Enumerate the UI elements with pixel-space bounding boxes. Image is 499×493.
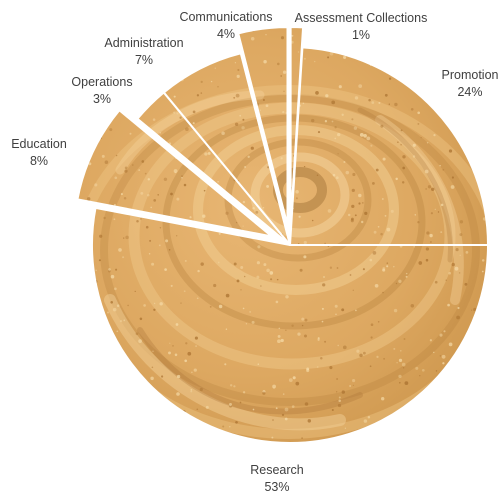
slice-category-label: Administration: [104, 36, 183, 50]
pie-slice-research: [91, 206, 489, 445]
slice-category-label: Education: [11, 137, 67, 151]
pie-slice-administration: [162, 52, 291, 246]
slice-category-label: Communications: [179, 10, 272, 24]
data-label-promotion: Promotion 24%: [442, 68, 499, 99]
slice-percent-label: 3%: [93, 92, 111, 106]
slice-percent-label: 53%: [264, 480, 289, 493]
pie-slice-education: [76, 109, 273, 238]
slice-percent-label: 1%: [352, 28, 370, 42]
data-label-communications: Communications 4%: [179, 10, 272, 41]
slice-percent-label: 4%: [217, 27, 235, 41]
data-label-administration: Administration 7%: [104, 36, 183, 67]
slice-category-label: Operations: [71, 75, 132, 89]
slice-percent-label: 7%: [135, 53, 153, 67]
pie-slice-communications: [237, 26, 289, 227]
slice-category-label: Assessment Collections: [295, 11, 428, 25]
slice-category-label: Research: [250, 463, 304, 477]
pie-slices: [76, 26, 489, 445]
slice-percent-label: 8%: [30, 154, 48, 168]
data-label-education: Education 8%: [11, 137, 67, 168]
data-label-operations: Operations 3%: [71, 75, 132, 106]
data-label-research: Research 53%: [250, 463, 304, 493]
pie-slice-promotion: [289, 46, 489, 246]
data-label-assessment-collections: Assessment Collections 1%: [295, 11, 428, 42]
pie-labels: Assessment Collections 1% Promotion 24% Rese…: [11, 10, 498, 493]
slice-category-label: Promotion: [442, 68, 499, 82]
slice-percent-label: 24%: [457, 85, 482, 99]
